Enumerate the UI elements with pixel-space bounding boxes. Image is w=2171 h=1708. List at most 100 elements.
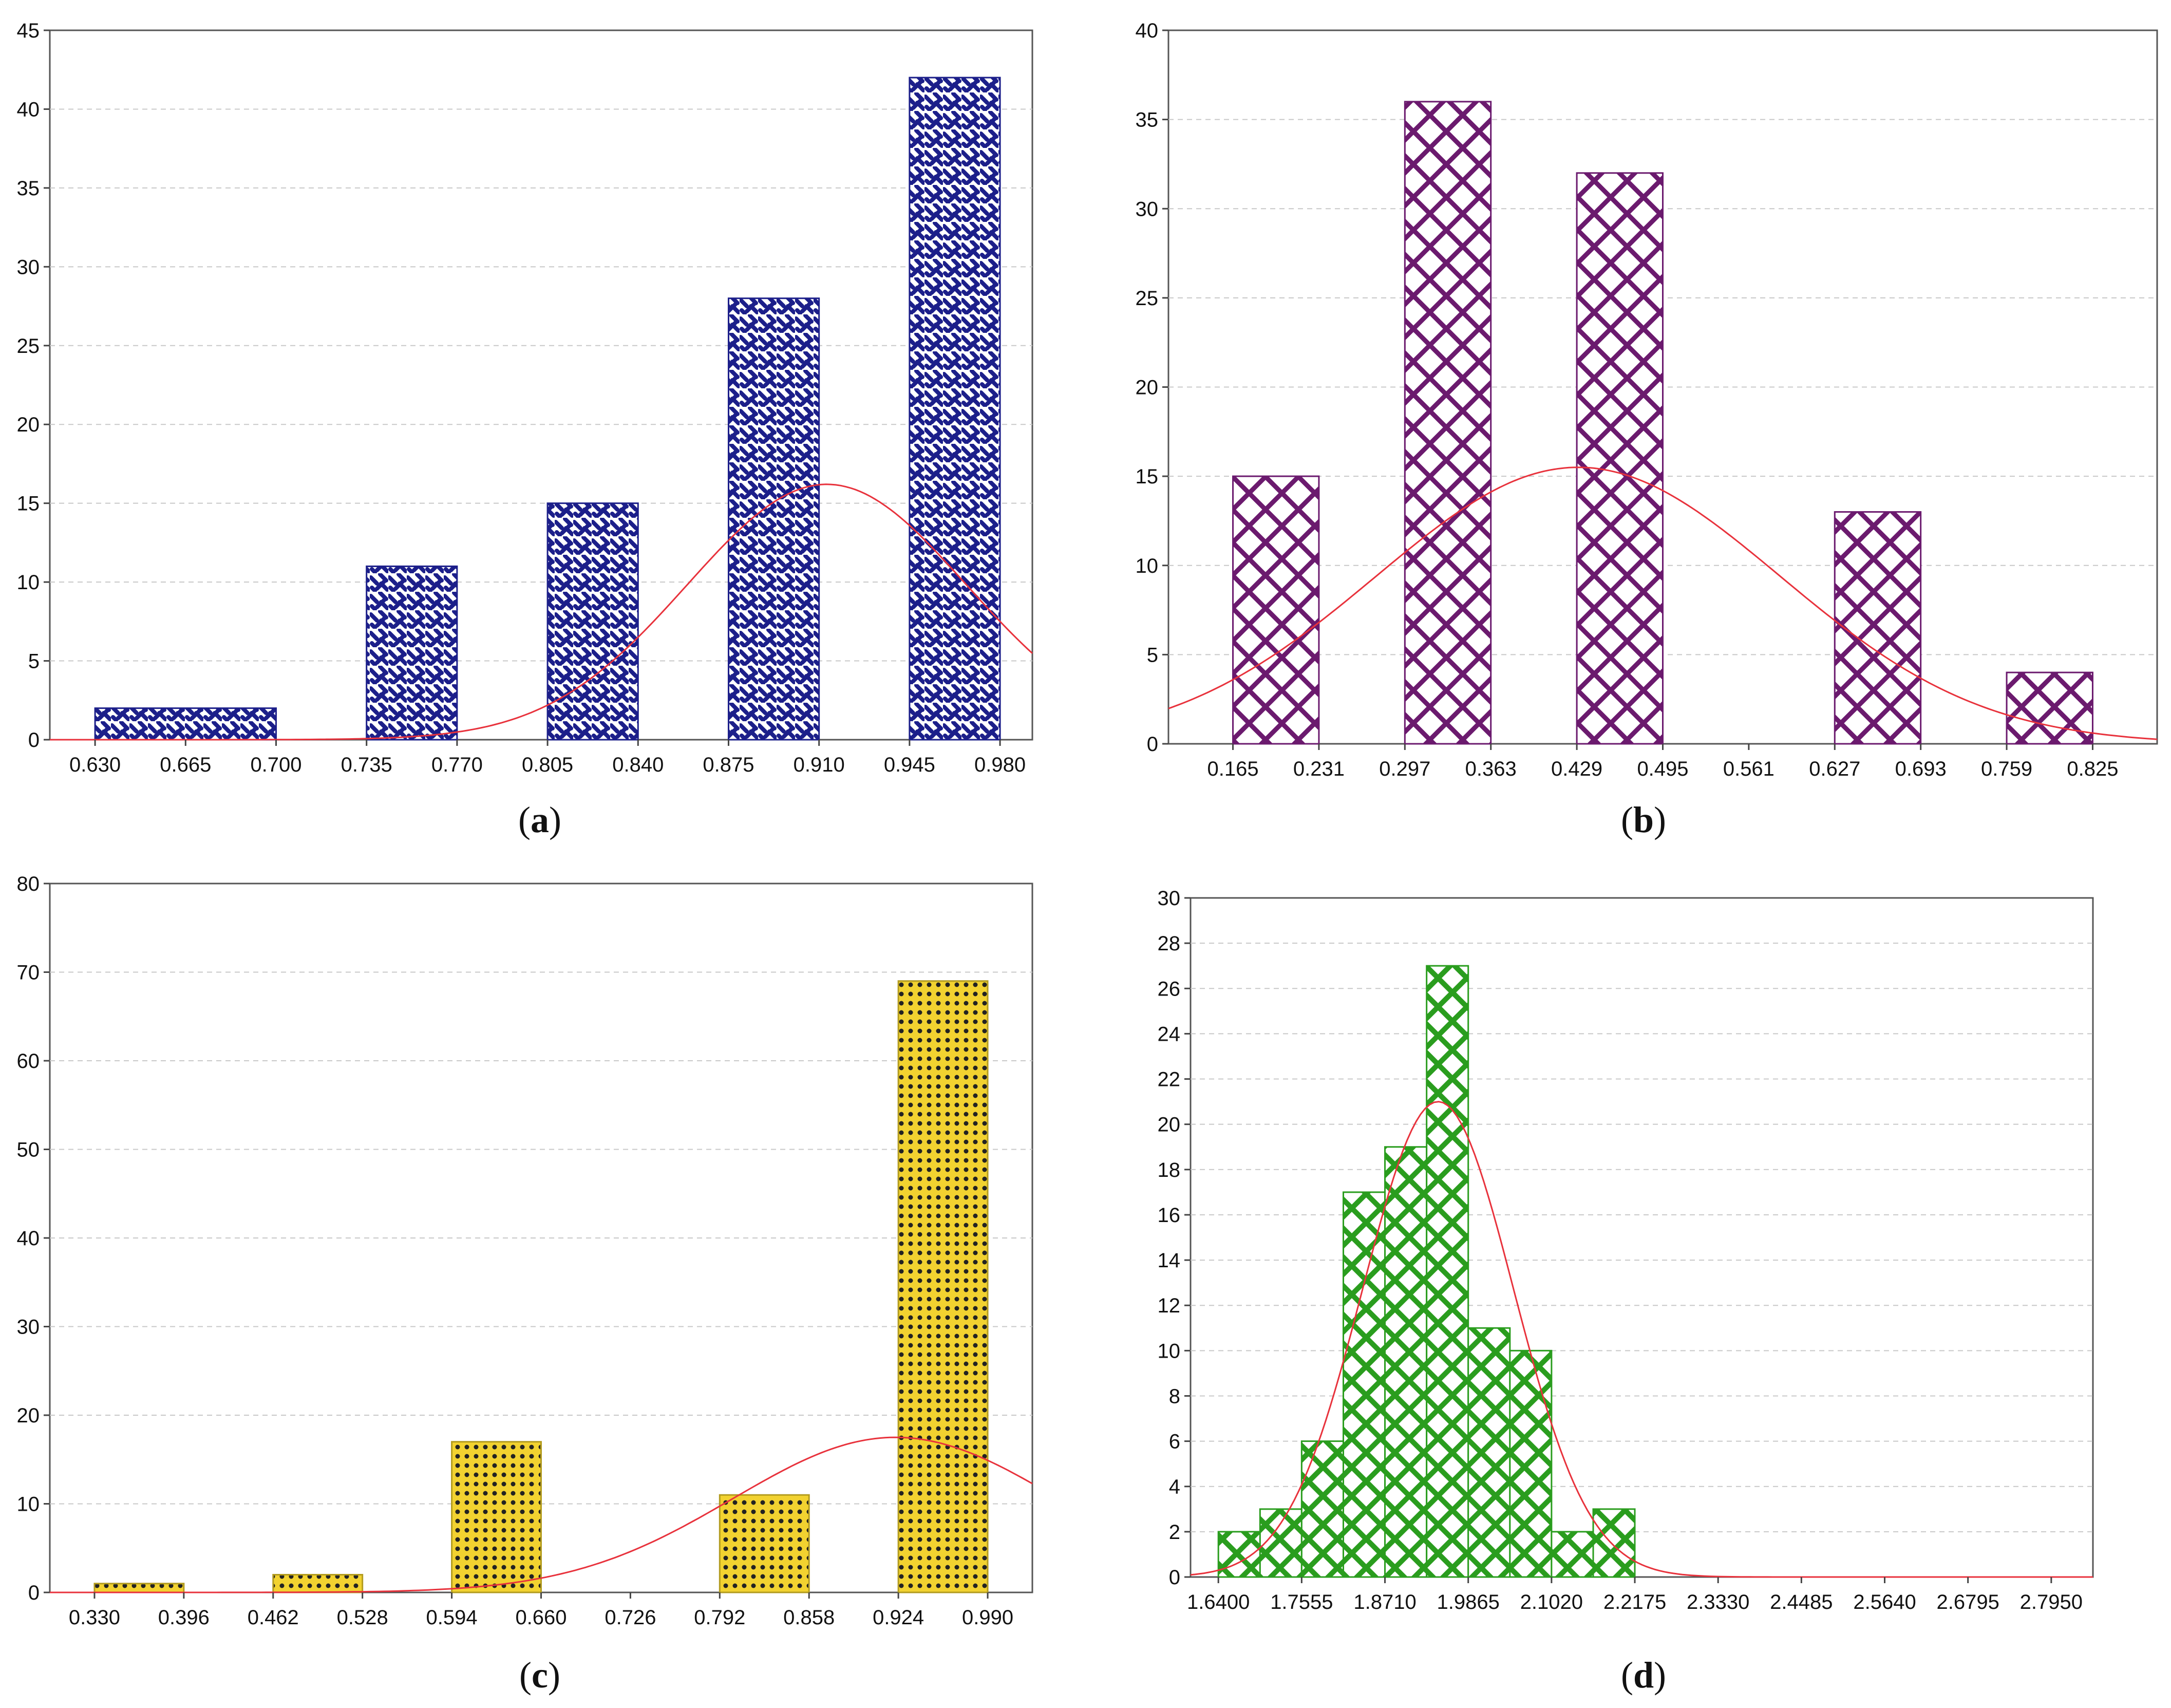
y-tick-label: 24 (1158, 1023, 1181, 1045)
y-tick-label: 10 (1136, 555, 1159, 577)
bar (1404, 101, 1492, 745)
x-tick-label: 0.594 (426, 1606, 478, 1629)
y-tick-label: 30 (1158, 887, 1181, 910)
bar (1592, 1508, 1636, 1578)
y-tick-label: 10 (1158, 1340, 1181, 1362)
y-tick-label: 45 (17, 20, 40, 42)
caption-close-paren: ) (1654, 799, 1666, 840)
x-tick-label: 0.990 (962, 1606, 1013, 1629)
caption-open-paren: ( (518, 799, 531, 840)
x-tick-label: 0.495 (1637, 758, 1688, 780)
y-tick-label: 20 (1136, 377, 1159, 399)
caption-letter: b (1633, 799, 1654, 840)
bar (1467, 1327, 1511, 1578)
x-tick-label: 0.805 (522, 754, 573, 776)
y-tick-label: 70 (17, 962, 40, 984)
bar (1232, 475, 1320, 745)
panel-caption: (a) (518, 799, 561, 840)
y-tick-label: 40 (1136, 20, 1159, 42)
x-tick-label: 0.297 (1379, 758, 1430, 780)
y-tick-label: 0 (28, 1582, 40, 1604)
y-tick-label: 14 (1158, 1249, 1181, 1272)
y-tick-label: 35 (17, 177, 40, 200)
y-tick-label: 10 (17, 1493, 40, 1516)
x-tick-label: 0.561 (1723, 758, 1774, 780)
bar (1551, 1531, 1594, 1578)
x-tick-label: 0.528 (337, 1606, 388, 1629)
caption-open-paren: ( (1621, 1655, 1633, 1696)
y-tick-label: 40 (17, 98, 40, 121)
x-tick-label: 0.396 (158, 1606, 210, 1629)
x-tick-label: 0.693 (1895, 758, 1947, 780)
x-tick-label: 1.8710 (1353, 1591, 1416, 1613)
y-tick-label: 60 (17, 1050, 40, 1073)
bar (1217, 1531, 1261, 1578)
bar (727, 297, 820, 741)
x-tick-label: 1.9865 (1437, 1591, 1500, 1613)
y-tick-label: 2 (1169, 1521, 1180, 1544)
normal-curve (50, 483, 1033, 741)
bar (2006, 671, 2093, 745)
bar (1426, 965, 1469, 1578)
x-tick-label: 2.5640 (1853, 1591, 1916, 1613)
x-tick-label: 0.700 (250, 754, 301, 776)
y-tick-label: 6 (1169, 1431, 1180, 1453)
y-tick-label: 40 (17, 1227, 40, 1250)
y-tick-label: 30 (17, 256, 40, 278)
y-tick-label: 20 (1158, 1114, 1181, 1136)
bar (94, 707, 277, 741)
y-tick-label: 25 (17, 335, 40, 358)
x-tick-label: 2.2175 (1603, 1591, 1666, 1613)
x-tick-label: 0.980 (974, 754, 1026, 776)
y-tick-label: 20 (17, 414, 40, 436)
x-tick-label: 0.665 (160, 754, 211, 776)
bar (1343, 1191, 1386, 1578)
x-tick-label: 0.875 (703, 754, 754, 776)
x-tick-label: 0.627 (1809, 758, 1860, 780)
y-tick-label: 5 (28, 650, 40, 673)
y-tick-label: 35 (1136, 109, 1159, 132)
y-tick-label: 30 (17, 1316, 40, 1339)
panel-caption: (b) (1621, 799, 1666, 840)
bar (1576, 172, 1664, 745)
bar (1384, 1146, 1428, 1578)
x-tick-label: 0.660 (515, 1606, 567, 1629)
caption-open-paren: ( (1621, 799, 1633, 840)
y-tick-label: 0 (28, 729, 40, 752)
y-tick-label: 16 (1158, 1204, 1181, 1227)
caption-open-paren: ( (519, 1655, 532, 1696)
normal-curve (1168, 466, 2158, 740)
x-tick-label: 0.726 (605, 1606, 656, 1629)
x-tick-label: 2.6795 (1937, 1591, 1999, 1613)
bar (272, 1574, 364, 1593)
y-tick-label: 0 (1147, 733, 1158, 756)
chart-panel-a: 0 5 10 15 20 25 30 35 40 45 0.630 0.665 0.700 0.735 0.… (17, 20, 1033, 840)
x-tick-label: 0.231 (1293, 758, 1345, 780)
caption-letter: d (1633, 1655, 1654, 1696)
x-tick-label: 1.6400 (1187, 1591, 1250, 1613)
bar (719, 1494, 810, 1593)
y-tick-label: 22 (1158, 1068, 1181, 1091)
y-tick-label: 10 (17, 571, 40, 594)
x-tick-label: 2.1020 (1520, 1591, 1583, 1613)
y-tick-label: 0 (1169, 1566, 1180, 1589)
x-tick-label: 2.4485 (1770, 1591, 1833, 1613)
y-tick-label: 50 (17, 1139, 40, 1161)
y-tick-label: 8 (1169, 1385, 1180, 1407)
x-tick-label: 0.429 (1551, 758, 1602, 780)
y-tick-label: 28 (1158, 932, 1181, 955)
bar (1509, 1349, 1553, 1578)
y-tick-label: 80 (17, 873, 40, 895)
x-tick-label: 2.3330 (1687, 1591, 1749, 1613)
y-tick-label: 25 (1136, 287, 1159, 310)
normal-curve (50, 1436, 1033, 1593)
x-tick-label: 0.945 (884, 754, 935, 776)
x-tick-label: 2.7950 (2020, 1591, 2083, 1613)
panel-caption: (c) (519, 1655, 560, 1696)
bar (1834, 511, 1922, 745)
x-tick-label: 0.165 (1207, 758, 1258, 780)
y-tick-label: 5 (1147, 644, 1158, 666)
panel-caption: (d) (1621, 1655, 1666, 1696)
